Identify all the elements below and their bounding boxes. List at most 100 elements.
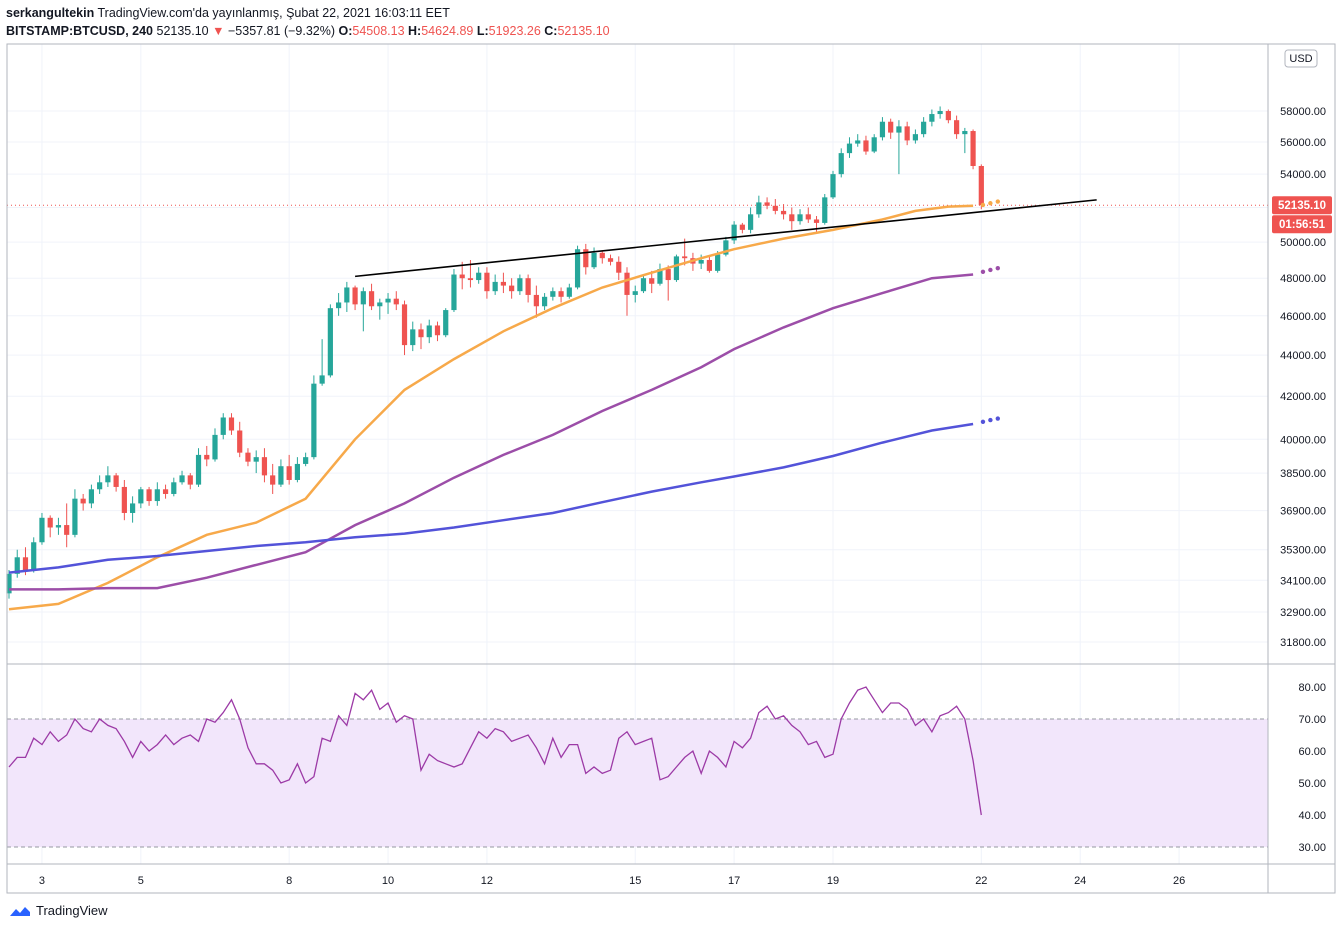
time-tick-label: 26 bbox=[1173, 875, 1185, 887]
price-tick-label: 58000.00 bbox=[1280, 106, 1326, 118]
candle-body bbox=[459, 274, 465, 279]
candle-body bbox=[698, 259, 704, 264]
candle-body bbox=[756, 202, 762, 215]
candle-body bbox=[640, 278, 647, 292]
candle-body bbox=[525, 278, 531, 295]
candle-body bbox=[838, 153, 844, 175]
candle-body bbox=[220, 417, 226, 435]
candle-body bbox=[451, 274, 457, 311]
candle-body bbox=[929, 114, 935, 122]
candle-body bbox=[500, 281, 506, 286]
candle-body bbox=[344, 287, 350, 303]
countdown-tag bbox=[1272, 215, 1332, 234]
price-tick-label: 56000.00 bbox=[1280, 137, 1326, 149]
candle-body bbox=[855, 140, 861, 144]
candle-body bbox=[657, 269, 663, 284]
candle-body bbox=[937, 111, 943, 115]
candle-body bbox=[105, 475, 111, 483]
ema-fast-line bbox=[8, 204, 974, 611]
rsi-line bbox=[8, 686, 982, 816]
candle-body bbox=[673, 256, 680, 281]
ema-mid-line-projection-dot bbox=[988, 267, 993, 273]
candle-body bbox=[945, 111, 951, 121]
candle-body bbox=[566, 287, 572, 297]
candle-body bbox=[138, 489, 144, 504]
candle-body bbox=[385, 298, 391, 303]
candle-body bbox=[533, 294, 539, 307]
candle-body bbox=[286, 466, 292, 480]
tradingview-cloud-icon bbox=[10, 906, 30, 916]
close-label: C: bbox=[544, 24, 558, 38]
candle-body bbox=[179, 475, 185, 483]
candle-body bbox=[896, 126, 902, 133]
last-price-tag-label: 52135.10 bbox=[1278, 200, 1326, 212]
high-label: H: bbox=[408, 24, 422, 38]
ema-slow-line-projection-dot bbox=[988, 417, 993, 423]
candle-body bbox=[739, 224, 745, 230]
candle-body bbox=[813, 219, 820, 223]
candle-body bbox=[706, 259, 712, 271]
ema-mid-line bbox=[9, 273, 974, 591]
candle-body bbox=[253, 457, 259, 462]
candle-body bbox=[558, 291, 564, 297]
price-tick-label: 48000.00 bbox=[1280, 273, 1326, 285]
footer-brand[interactable]: TradingView bbox=[8, 903, 108, 918]
candle-body bbox=[88, 489, 94, 504]
price-tick-label: 40000.00 bbox=[1280, 434, 1326, 446]
candle-body bbox=[410, 329, 416, 346]
candle-body bbox=[583, 249, 589, 268]
last-price-tag bbox=[1272, 196, 1332, 215]
candle-body bbox=[879, 121, 886, 138]
price-tick-label: 34100.00 bbox=[1280, 575, 1326, 587]
rsi-tick-label: 30.00 bbox=[1298, 842, 1326, 854]
ema-fast-line-projection-dot bbox=[988, 201, 993, 206]
time-tick-label: 15 bbox=[629, 875, 641, 887]
candle-body bbox=[294, 463, 300, 480]
candle-body bbox=[39, 517, 45, 543]
ema-slow-line-projection-dot bbox=[980, 419, 986, 425]
footer-brand-label: TradingView bbox=[36, 903, 108, 918]
ema-mid-line-projection-dot bbox=[995, 265, 1000, 271]
rsi-band bbox=[7, 718, 1268, 848]
candle-body bbox=[426, 325, 432, 338]
candle-body bbox=[434, 325, 441, 336]
price-tick-label: 42000.00 bbox=[1280, 391, 1326, 403]
candle-body bbox=[6, 573, 12, 594]
time-tick-label: 19 bbox=[827, 875, 839, 887]
price-tick-label: 38500.00 bbox=[1280, 468, 1326, 480]
ema-slow-line bbox=[8, 422, 974, 574]
time-tick-label: 3 bbox=[39, 875, 45, 887]
low-value: 51923.26 bbox=[488, 24, 541, 38]
candle-body bbox=[607, 258, 614, 262]
price-tick-label: 35300.00 bbox=[1280, 545, 1326, 557]
symbol-label[interactable]: BITSTAMP:BTCUSD, 240 bbox=[6, 24, 154, 38]
axes: 31800.00 32900.00 34100.00 35300.00 36900.00… bbox=[6, 43, 1336, 894]
candle-body bbox=[723, 240, 729, 255]
time-tick-label: 24 bbox=[1074, 875, 1086, 887]
rsi-tick-label: 70.00 bbox=[1298, 714, 1326, 726]
open-label: O: bbox=[338, 24, 353, 38]
ema-slow-line-projection-dot bbox=[995, 416, 1000, 421]
price-tick-label: 36900.00 bbox=[1280, 506, 1326, 518]
candle-body bbox=[352, 287, 358, 305]
candle-body bbox=[80, 498, 86, 504]
candle-body bbox=[443, 310, 449, 336]
candle-body bbox=[113, 475, 119, 487]
candle-body bbox=[797, 214, 803, 222]
price-tick-label: 32900.00 bbox=[1280, 607, 1326, 619]
candle-body bbox=[261, 457, 268, 476]
rsi-tick-label: 40.00 bbox=[1298, 810, 1326, 822]
time-tick-label: 8 bbox=[286, 875, 292, 887]
candle-body bbox=[542, 296, 548, 307]
price-tick-label: 54000.00 bbox=[1280, 169, 1326, 181]
currency-button[interactable] bbox=[1284, 49, 1318, 68]
published-text: TradingView.com'da yayınlanmış, Şubat 22… bbox=[97, 6, 450, 20]
rsi-series bbox=[8, 686, 982, 816]
change-arrow-icon: ▼ bbox=[212, 24, 225, 38]
author-name[interactable]: serkangultekin bbox=[6, 6, 95, 20]
candle-body bbox=[360, 291, 366, 305]
candle-body bbox=[278, 466, 284, 485]
time-tick-label: 17 bbox=[728, 875, 740, 887]
trendline-drawing[interactable] bbox=[354, 199, 1097, 278]
